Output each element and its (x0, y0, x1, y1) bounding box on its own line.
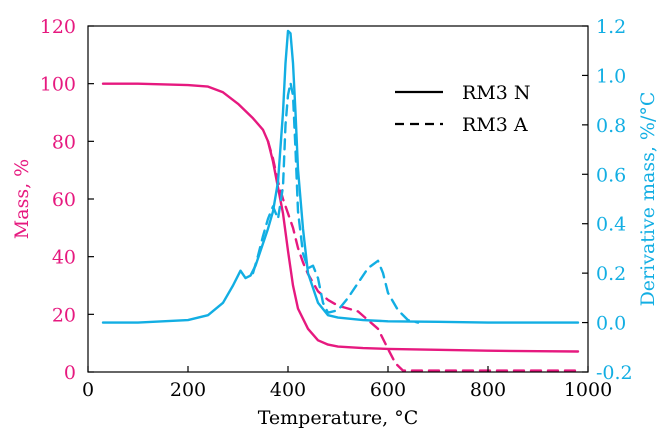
series-line-mass-solid (101, 82, 580, 353)
x-tick-label: 200 (170, 379, 206, 401)
x-tick-label: 800 (470, 379, 506, 401)
axis-ticks: 0 200 400 600 800 1000 0 20 40 60 80 100 120 -0.2 0.0 0… (40, 16, 633, 401)
y-right-axis-title: Derivative mass, %/°C (637, 92, 659, 307)
y-left-tick-label: 100 (40, 74, 76, 96)
y-right-tick-label: 0.2 (596, 263, 626, 285)
series-line-derivative-dashed (251, 81, 420, 324)
legend-label-solid: RM3 N (462, 82, 531, 104)
x-tick-label: 400 (270, 379, 306, 401)
y-left-tick-label: 20 (52, 304, 76, 326)
y-right-tick-label: 0.8 (596, 115, 626, 137)
x-tick-label: 600 (370, 379, 406, 401)
legend: RM3 N RM3 A (395, 82, 531, 136)
y-left-tick-label: 0 (64, 362, 76, 384)
series-line-mass-dashed (266, 140, 580, 372)
y-right-tick-label: 1.2 (596, 16, 626, 38)
y-left-tick-label: 60 (52, 189, 76, 211)
y-right-tick-label: -0.2 (596, 362, 633, 384)
x-tick-label: 0 (82, 379, 94, 401)
y-left-tick-label: 80 (52, 131, 76, 153)
series-line-derivative-solid (101, 29, 580, 324)
y-right-tick-label: 0.6 (596, 164, 626, 186)
x-tick-label: 1000 (564, 379, 612, 401)
y-left-tick-label: 120 (40, 16, 76, 38)
y-right-tick-label: 0.4 (596, 214, 626, 236)
y-left-tick-label: 40 (52, 247, 76, 269)
plot-lines (101, 29, 580, 372)
plot-frame (87, 25, 589, 373)
y-right-tick-label: 0.0 (596, 313, 626, 335)
legend-label-dashed: RM3 A (462, 114, 528, 136)
y-right-tick-label: 1.0 (596, 65, 626, 87)
x-axis-title: Temperature, °C (258, 407, 419, 429)
y-left-axis-title: Mass, % (11, 159, 33, 239)
